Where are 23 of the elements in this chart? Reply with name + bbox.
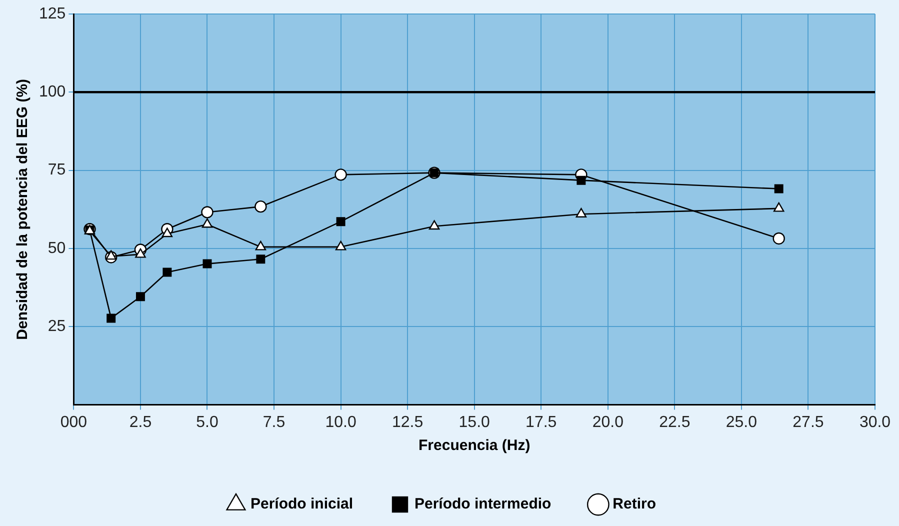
- x-tick-label: 000: [60, 414, 88, 431]
- x-tick-label: 10.0: [325, 414, 356, 431]
- x-tick-label: 22.5: [659, 414, 690, 431]
- x-tick-label: 2.5: [129, 414, 152, 431]
- x-tick-label: 27.5: [792, 414, 824, 431]
- x-tick-label: 5.0: [196, 414, 218, 431]
- legend-label: Período inicial: [250, 496, 354, 513]
- x-tick-label: 25.0: [726, 414, 758, 431]
- x-tick-label: 17.5: [526, 414, 557, 431]
- y-tick-label: 25: [48, 318, 66, 336]
- x-tick-label: 20.0: [592, 414, 624, 431]
- x-tick-label: 30.0: [859, 414, 891, 431]
- y-axis-title: Densidad de la potencia del EEG (%): [14, 78, 32, 340]
- y-tick-label: 50: [48, 240, 66, 257]
- x-tick-label: 12.5: [392, 414, 424, 431]
- legend-label: Retiro: [612, 496, 656, 513]
- x-tick-label: 7.5: [262, 414, 286, 431]
- y-tick-label: 125: [38, 5, 66, 22]
- x-axis-title: Frecuencia (Hz): [418, 437, 530, 454]
- x-tick-label: 15.0: [458, 414, 490, 431]
- legend-label: Período intermedio: [414, 496, 552, 513]
- y-tick-label: 75: [48, 162, 66, 179]
- y-tick-label: 100: [38, 84, 66, 101]
